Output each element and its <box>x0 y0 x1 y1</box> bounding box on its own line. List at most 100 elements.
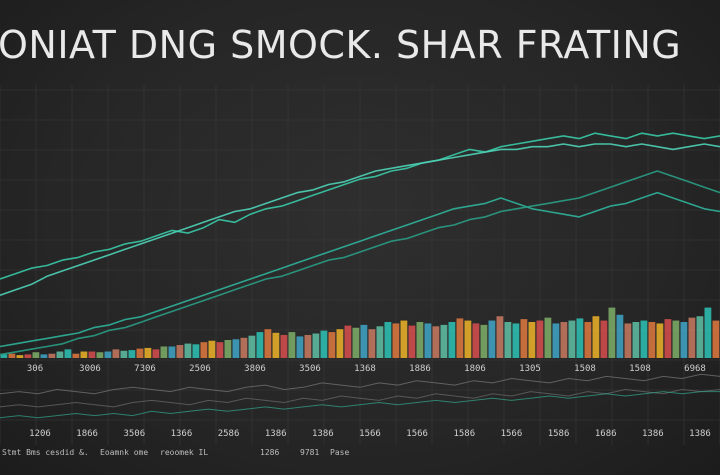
bar <box>8 353 16 358</box>
tick-label: 1806 <box>464 364 486 374</box>
bar <box>480 324 488 358</box>
tick-label: 1586 <box>548 429 570 439</box>
bar <box>208 340 216 358</box>
tick-row-2: 1206 1866 3506 1366 2586 1386 1386 1566 1566 1586… <box>29 429 711 439</box>
bar <box>696 316 704 358</box>
tick-label: 3006 <box>79 364 101 374</box>
bar <box>280 334 288 358</box>
bar <box>0 354 8 358</box>
lower-series-line <box>0 388 720 408</box>
footer-text: Eoamnk ome <box>100 448 148 457</box>
bar <box>560 322 568 358</box>
bar <box>304 334 312 358</box>
tick-label: 1386 <box>689 429 711 439</box>
bar <box>704 307 712 358</box>
bar <box>64 349 72 358</box>
bar <box>712 320 720 358</box>
tick-label: 1508 <box>629 364 651 374</box>
bar <box>416 322 424 358</box>
tick-label: 1368 <box>354 364 376 374</box>
footer-text: Stmt Bms cesdid &. <box>2 448 89 457</box>
tick-label: 1366 <box>171 429 193 439</box>
tick-label: 3806 <box>244 364 266 374</box>
bar <box>344 325 352 358</box>
bar <box>440 324 448 358</box>
tick-label: 1866 <box>76 429 98 439</box>
bar <box>160 346 168 358</box>
bar <box>120 350 128 358</box>
bar <box>272 332 280 358</box>
bar <box>256 332 264 358</box>
tick-label: 1508 <box>574 364 596 374</box>
bar <box>664 319 672 358</box>
bar <box>192 344 200 358</box>
bar <box>72 353 80 358</box>
bar <box>488 320 496 358</box>
bar <box>56 351 64 358</box>
tick-label: 306 <box>27 364 43 374</box>
bar <box>640 320 648 358</box>
bar <box>472 323 480 358</box>
lower-series-line <box>0 373 720 395</box>
tick-label: 1566 <box>359 429 381 439</box>
footer-text: reoomek IL <box>160 448 208 457</box>
footer-text: 1286 <box>260 448 279 457</box>
bar <box>224 340 232 358</box>
tick-label: 1386 <box>265 429 287 439</box>
tick-label: 1566 <box>406 429 428 439</box>
bar <box>672 320 680 358</box>
bar <box>176 345 184 358</box>
bar <box>128 350 136 358</box>
tick-label: 7306 <box>134 364 156 374</box>
bar <box>376 326 384 358</box>
bar <box>592 316 600 358</box>
tick-label: 1886 <box>409 364 431 374</box>
bar <box>48 353 56 358</box>
tick-label: 1386 <box>642 429 664 439</box>
tick-label: 1566 <box>501 429 523 439</box>
bar <box>456 318 464 358</box>
bar <box>96 352 104 358</box>
bar <box>408 325 416 358</box>
series-line <box>0 143 720 296</box>
bar <box>496 316 504 358</box>
tick-label: 1305 <box>519 364 541 374</box>
bar <box>544 317 552 358</box>
bar <box>88 351 96 358</box>
series-line <box>0 191 720 348</box>
bar <box>536 320 544 358</box>
tick-label: 6968 <box>684 364 706 374</box>
bar <box>312 333 320 358</box>
bar <box>600 320 608 358</box>
footer-text: 9781 <box>300 448 319 457</box>
bar <box>384 322 392 358</box>
bar <box>432 326 440 358</box>
bar <box>656 323 664 358</box>
footer-text: Pase <box>330 448 349 457</box>
tick-label: 1386 <box>312 429 334 439</box>
bar <box>40 354 48 358</box>
tick-label: 3506 <box>123 429 145 439</box>
bar <box>328 332 336 358</box>
bar <box>448 322 456 358</box>
bar <box>136 348 144 358</box>
bar <box>144 347 152 358</box>
bar <box>584 322 592 358</box>
bar <box>200 342 208 358</box>
bar <box>568 320 576 358</box>
bar <box>368 329 376 358</box>
bar <box>688 317 696 358</box>
series-line <box>0 170 720 356</box>
bar <box>152 349 160 358</box>
lines <box>0 132 720 356</box>
bar <box>632 322 640 358</box>
bar <box>464 320 472 358</box>
bar <box>512 323 520 358</box>
bar <box>168 346 176 358</box>
bar <box>392 323 400 358</box>
bar <box>648 322 656 358</box>
bar <box>288 332 296 358</box>
lower-series-line <box>0 391 720 419</box>
grid <box>0 85 720 445</box>
